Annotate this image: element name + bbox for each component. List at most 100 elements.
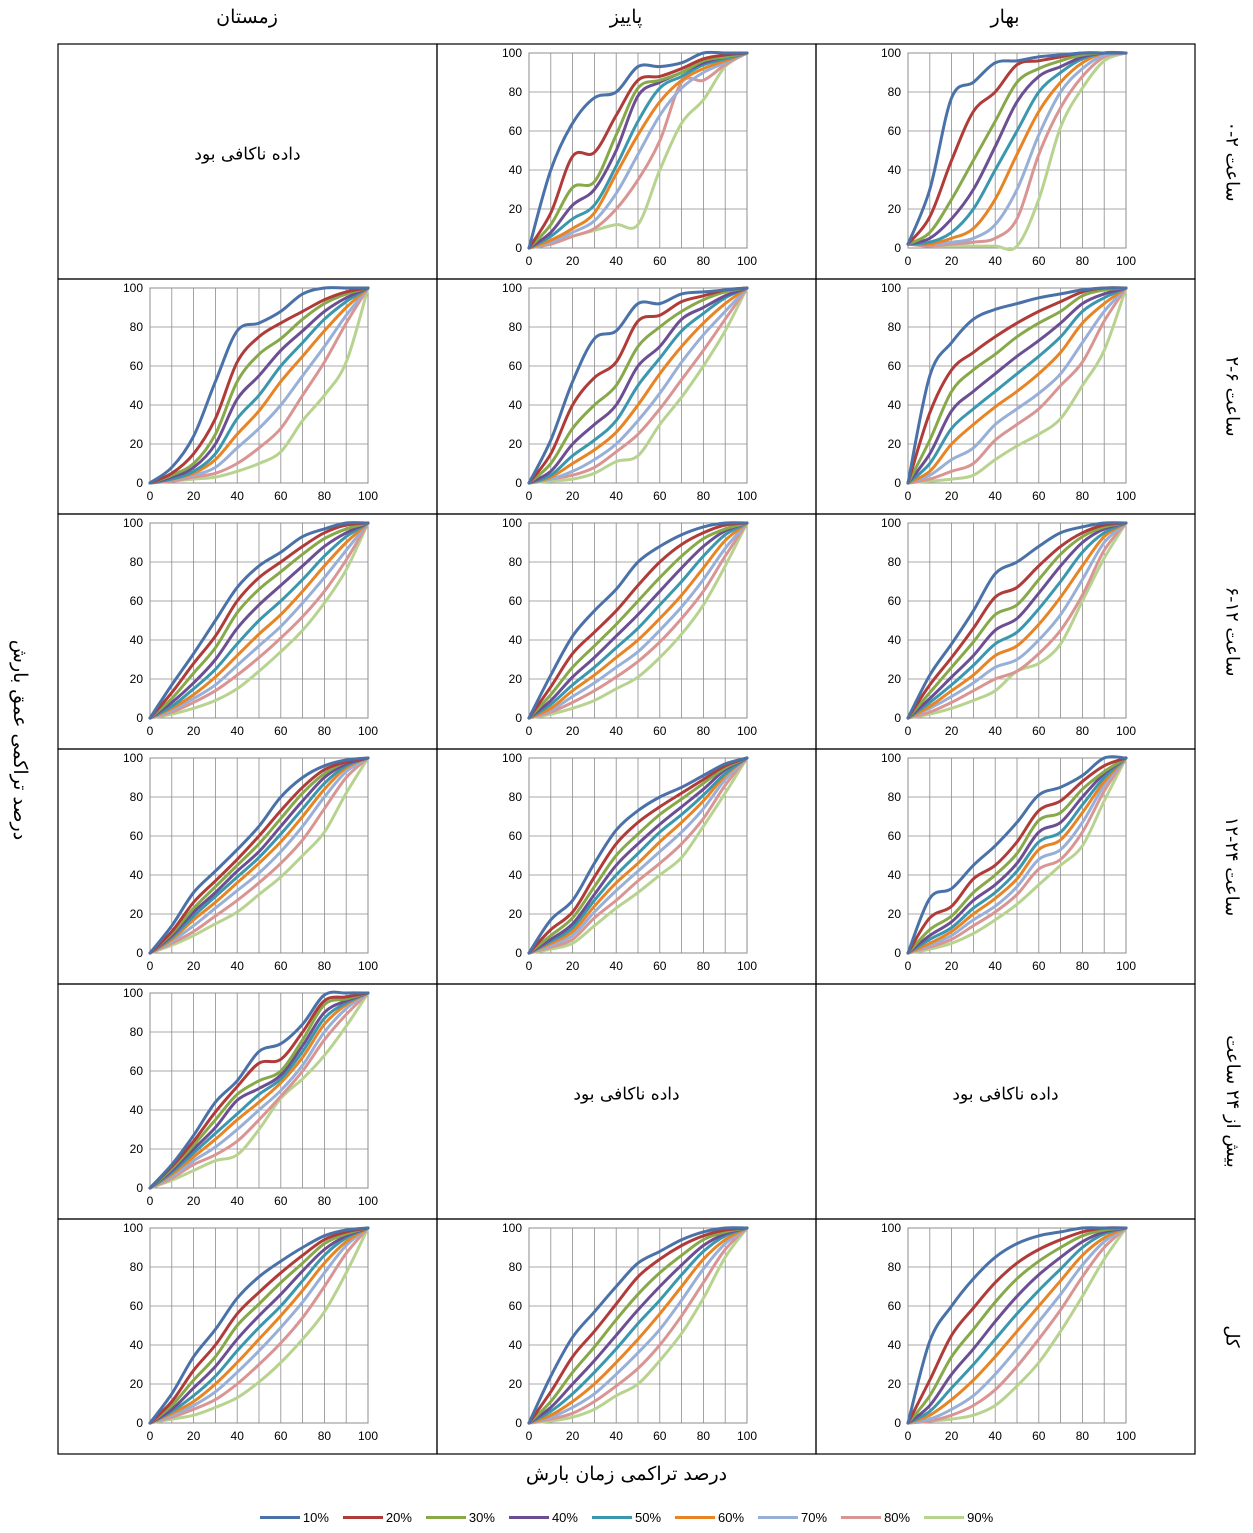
legend-item: 30% <box>425 1510 495 1525</box>
series-line-80pct <box>527 521 749 720</box>
y-tick-label: 40 <box>130 1103 144 1117</box>
chart-panel: 00 20 20 40 40 60 60 80 80 100 100 <box>502 46 757 268</box>
series-line-90pct <box>148 521 370 720</box>
series-line-80pct <box>906 1226 1128 1425</box>
chart-panel: 00 20 20 40 40 60 60 80 80 100 100 <box>502 751 757 973</box>
x-tick-label: 100 <box>358 1194 378 1208</box>
series-line-60pct <box>527 286 749 485</box>
legend-label: 50% <box>634 1510 662 1525</box>
x-tick-label: 100 <box>358 959 378 973</box>
x-tick-label: 40 <box>989 489 1003 503</box>
series-line-10pct <box>527 521 749 720</box>
series-line-60pct <box>906 756 1128 955</box>
legend-label: 10% <box>302 1510 329 1525</box>
x-tick-label: 60 <box>653 254 667 268</box>
series-line-30pct <box>527 521 749 720</box>
series-line-60pct <box>148 1226 370 1425</box>
x-tick-label: 80 <box>1076 489 1090 503</box>
y-tick-label: 0 <box>894 711 901 725</box>
series-line-60pct <box>527 51 749 250</box>
series-line-50pct <box>527 51 749 250</box>
series-line-70pct <box>527 521 749 720</box>
x-tick-label: 100 <box>358 724 378 738</box>
series-line-80pct <box>148 1226 370 1425</box>
y-tick-label: 100 <box>502 46 522 60</box>
series-line-20pct <box>148 521 370 720</box>
x-tick-label: 80 <box>697 489 711 503</box>
y-tick-label: 20 <box>888 202 902 216</box>
y-tick-label: 60 <box>509 829 523 843</box>
x-tick-label: 60 <box>274 724 288 738</box>
series-line-70pct <box>148 521 370 720</box>
legend-label: 70% <box>801 1510 828 1525</box>
series-line-60pct <box>906 50 1128 247</box>
series-line-30pct <box>527 51 749 250</box>
series-line-40pct <box>906 521 1128 720</box>
chart-panel: 00 20 20 40 40 60 60 80 80 100 100 <box>881 516 1136 738</box>
x-tick-label: 0 <box>905 254 912 268</box>
x-tick-label: 0 <box>147 959 154 973</box>
y-tick-label: 20 <box>130 1377 144 1391</box>
plot-area <box>907 287 1127 484</box>
plot-area <box>528 1227 748 1424</box>
plot-area <box>528 287 748 484</box>
y-tick-label: 0 <box>515 476 522 490</box>
legend-label: 30% <box>468 1510 495 1525</box>
series-line-10pct <box>527 286 749 485</box>
y-tick-label: 0 <box>894 946 901 960</box>
y-tick-label: 0 <box>894 241 901 255</box>
x-tick-label: 20 <box>945 489 959 503</box>
series-line-10pct <box>906 286 1128 485</box>
column-header-autumn: پاییز <box>609 6 643 28</box>
panel-border <box>57 983 438 1220</box>
series-line-90pct <box>148 1226 370 1425</box>
y-tick-label: 60 <box>888 124 902 138</box>
x-tick-label: 0 <box>147 489 154 503</box>
series-line-20pct <box>148 1226 370 1425</box>
y-tick-label: 20 <box>888 437 902 451</box>
series-line-10pct <box>148 756 370 955</box>
x-tick-label: 60 <box>274 959 288 973</box>
x-tick-label: 0 <box>905 959 912 973</box>
y-tick-label: 40 <box>509 633 523 647</box>
series-line-50pct <box>906 521 1128 720</box>
chart-grid: داده ناکافی بود0020204040606080801001000… <box>57 43 1196 1455</box>
series-line-10pct <box>906 521 1128 720</box>
y-tick-label: 60 <box>509 359 523 373</box>
series-line-90pct <box>906 756 1128 955</box>
series-line-80pct <box>527 756 749 955</box>
x-tick-label: 100 <box>1116 959 1136 973</box>
x-tick-label: 40 <box>610 959 624 973</box>
y-tick-label: 60 <box>130 1064 144 1078</box>
y-tick-label: 20 <box>888 672 902 686</box>
x-tick-label: 0 <box>526 959 533 973</box>
x-tick-label: 0 <box>905 724 912 738</box>
series-line-30pct <box>527 286 749 485</box>
series-line-30pct <box>527 1226 749 1425</box>
series-line-20pct <box>906 1226 1128 1425</box>
y-tick-label: 0 <box>515 241 522 255</box>
chart-panel: 00 20 20 40 40 60 60 80 80 100 100 <box>123 986 378 1208</box>
series-line-80pct <box>148 286 370 485</box>
no-data-label: داده ناکافی بود <box>194 145 300 165</box>
plot-area <box>149 522 369 719</box>
series-line-30pct <box>148 991 370 1190</box>
y-tick-label: 60 <box>888 594 902 608</box>
x-tick-label: 20 <box>187 489 201 503</box>
series-line-10pct <box>906 1226 1128 1425</box>
x-axis-title: درصد تراکمی زمان بارش <box>525 1463 728 1485</box>
series-line-40pct <box>148 756 370 955</box>
chart-panel: 00 20 20 40 40 60 60 80 80 100 100 <box>502 516 757 738</box>
x-tick-label: 0 <box>905 489 912 503</box>
x-tick-label: 0 <box>526 724 533 738</box>
y-tick-label: 40 <box>130 398 144 412</box>
chart-panel: 00 20 20 40 40 60 60 80 80 100 100 <box>881 751 1136 973</box>
chart-panel: 00 20 20 40 40 60 60 80 80 100 100 <box>502 1221 757 1443</box>
y-tick-label: 40 <box>888 633 902 647</box>
x-tick-label: 80 <box>697 959 711 973</box>
y-tick-label: 60 <box>130 1299 144 1313</box>
x-tick-label: 100 <box>737 489 757 503</box>
series-line-20pct <box>527 756 749 955</box>
y-tick-label: 0 <box>894 476 901 490</box>
series-line-70pct <box>148 756 370 955</box>
